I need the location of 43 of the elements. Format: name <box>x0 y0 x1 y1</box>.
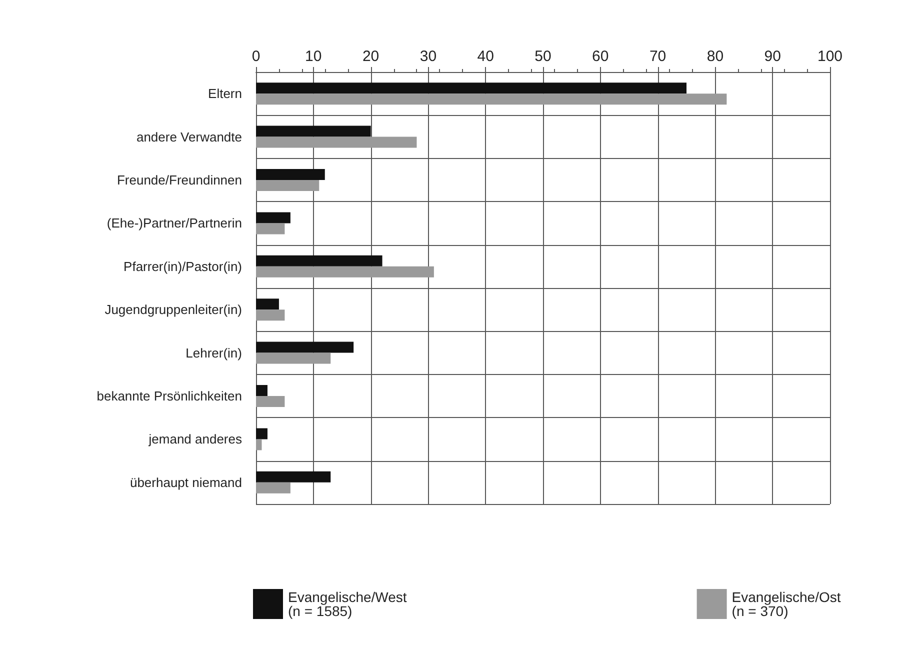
x-tick-label: 20 <box>362 48 380 65</box>
legend-label: Evangelische/Ost (n = 370) <box>732 589 841 619</box>
y-tick-label: Jugendgruppenleiter(in) <box>104 302 242 318</box>
x-tick-label: 80 <box>706 48 724 65</box>
bar <box>256 428 268 440</box>
x-tick-label: 60 <box>592 48 609 65</box>
bar <box>256 298 279 310</box>
x-tick-label: 40 <box>477 48 494 65</box>
bar <box>256 94 727 105</box>
x-tick-label: 10 <box>305 48 322 65</box>
x-tick-label: 30 <box>420 48 437 65</box>
legend-label: Evangelische/West (n = 1585) <box>288 589 407 619</box>
y-tick-label: andere Verwandte <box>136 129 242 144</box>
y-tick-label: Pfarrer(in)/Pastor(in) <box>124 258 242 274</box>
bar <box>256 471 331 482</box>
y-tick-label: jemand anderes <box>148 432 242 447</box>
y-tick-label: Freunde/Freundinnen <box>116 172 242 188</box>
bar <box>256 169 325 180</box>
x-tick-label: 90 <box>764 48 781 65</box>
bar <box>256 255 382 266</box>
bar <box>256 82 686 94</box>
bar <box>256 439 262 450</box>
y-tick-label: Eltern <box>208 86 242 102</box>
bar <box>256 396 285 407</box>
bar <box>256 266 434 278</box>
bar <box>256 136 417 148</box>
bar <box>256 342 354 353</box>
y-tick-label: überhaupt niemand <box>130 474 242 490</box>
bar <box>256 180 320 191</box>
bar <box>256 212 290 224</box>
bar <box>256 310 285 321</box>
x-tick-label: 70 <box>649 48 666 65</box>
y-tick-label: bekannte Prsönlichkeiten <box>96 388 242 404</box>
bar <box>256 482 290 494</box>
bar <box>256 126 371 137</box>
y-tick-label: (Ehe-)Partner/Partnerin <box>106 216 242 231</box>
bar <box>256 352 331 364</box>
bar <box>256 223 285 234</box>
y-tick-label: Lehrer(in) <box>186 345 242 360</box>
x-tick-label: 0 <box>252 48 260 65</box>
x-tick-label: 100 <box>817 48 843 65</box>
bar <box>256 385 268 396</box>
x-tick-label: 50 <box>534 48 552 65</box>
